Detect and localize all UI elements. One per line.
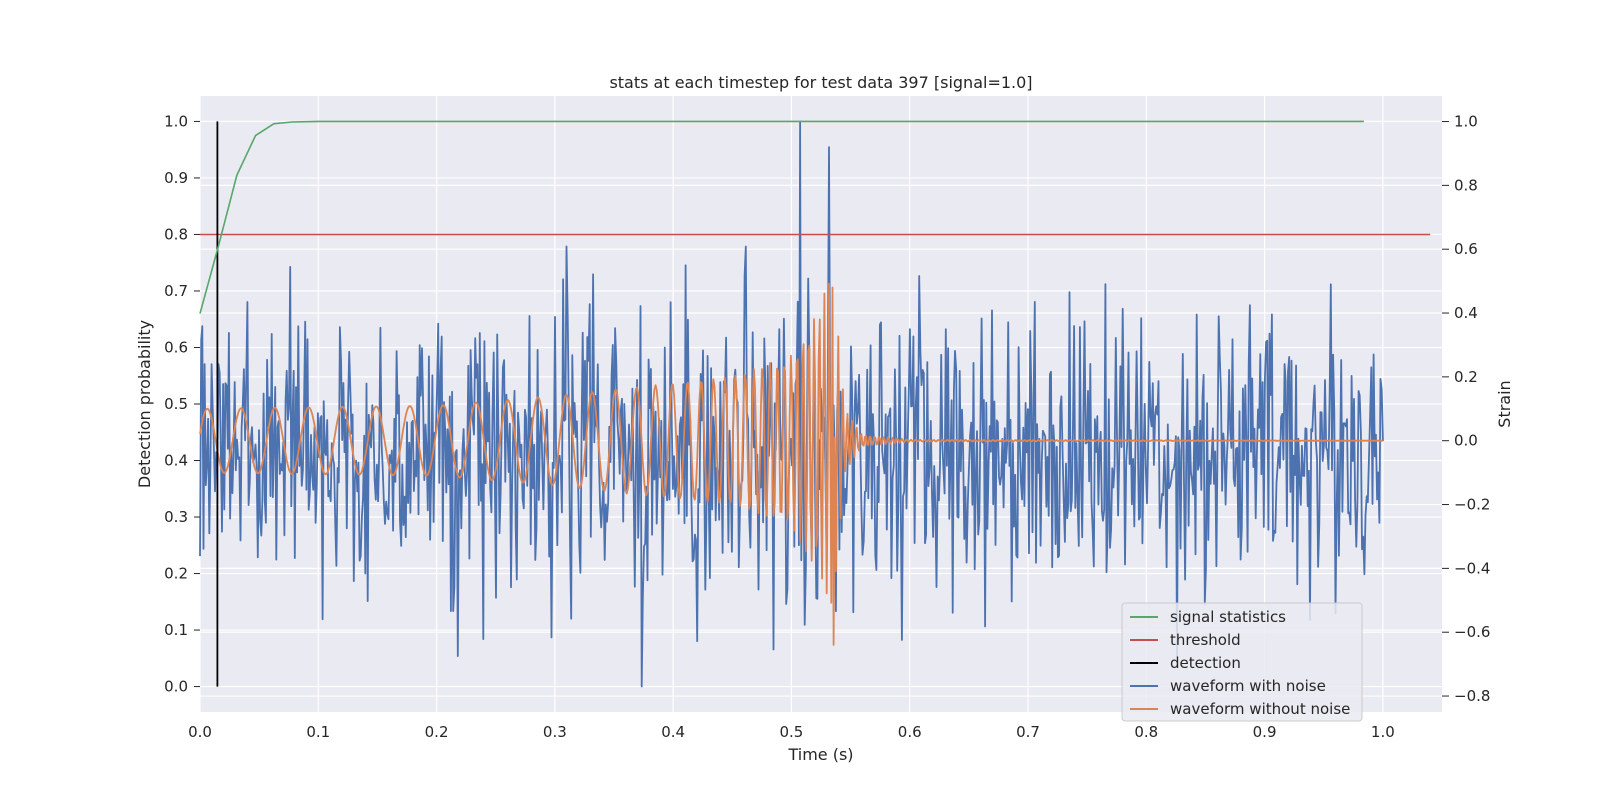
- legend-label-detection: detection: [1170, 654, 1241, 672]
- left-tick-label: 0.7: [164, 282, 188, 300]
- x-axis-label: Time (s): [787, 745, 853, 764]
- x-tick-label: 0.3: [543, 723, 567, 741]
- series-waveform-without-noise: [199, 282, 1383, 646]
- right-axis-label: Strain: [1495, 380, 1514, 427]
- legend-label-threshold: threshold: [1170, 631, 1241, 649]
- x-tick-label: 0.9: [1253, 723, 1277, 741]
- right-tick-label: 1.0: [1454, 113, 1478, 131]
- x-tick-label: 0.7: [1016, 723, 1040, 741]
- right-tick-label: −0.4: [1454, 559, 1490, 577]
- x-tick-label: 0.5: [779, 723, 803, 741]
- x-tick-label: 1.0: [1371, 723, 1395, 741]
- x-tick-label: 0.4: [661, 723, 685, 741]
- series-signal-statistics: [199, 120, 1364, 314]
- x-axis-ticks: 0.0 0.1 0.2 0.3 0.4 0.5 0.6 0.7 0.8 0.9 1.0: [188, 723, 1395, 741]
- left-tick-label: 1.0: [164, 112, 188, 130]
- right-tick-label: 0.8: [1454, 176, 1478, 194]
- right-tick-label: −0.8: [1454, 687, 1490, 705]
- series-waveform-with-noise: [199, 120, 1384, 688]
- chart-title: stats at each timestep for test data 397…: [609, 73, 1032, 92]
- left-tick-label: 0.9: [164, 169, 188, 187]
- left-tick-label: 0.2: [164, 565, 188, 583]
- right-tick-label: 0.4: [1454, 304, 1478, 322]
- right-tick-label: −0.6: [1454, 623, 1490, 641]
- x-tick-label: 0.8: [1134, 723, 1158, 741]
- right-tick-label: 0.6: [1454, 240, 1478, 258]
- legend-box: [1121, 602, 1363, 722]
- left-tick-label: 0.1: [164, 621, 188, 639]
- right-tick-label: 0.2: [1454, 368, 1478, 386]
- left-tick-label: 0.5: [164, 395, 188, 413]
- legend-label-waveform-without-noise: waveform without noise: [1170, 700, 1350, 718]
- x-tick-label: 0.1: [306, 723, 330, 741]
- left-tick-label: 0.3: [164, 508, 188, 526]
- right-axis-ticks: −0.8 −0.6 −0.4 −0.2 0.0 0.2 0.4 0.6 0.8 1.0: [1442, 113, 1490, 705]
- left-tick-label: 0.4: [164, 452, 188, 470]
- legend-label-waveform-with-noise: waveform with noise: [1170, 677, 1326, 695]
- right-tick-label: 0.0: [1454, 432, 1478, 450]
- left-tick-label: 0.6: [164, 338, 188, 356]
- legend-label-signal-statistics: signal statistics: [1170, 608, 1286, 626]
- x-tick-label: 0.6: [898, 723, 922, 741]
- x-tick-label: 0.2: [425, 723, 449, 741]
- x-tick-label: 0.0: [188, 723, 212, 741]
- left-axis-label: Detection probability: [135, 320, 154, 488]
- left-axis-ticks: 0.0 0.1 0.2 0.3 0.4 0.5 0.6 0.7 0.8 0.9 1.0: [164, 112, 200, 696]
- left-tick-label: 0.8: [164, 225, 188, 243]
- series-layer: [199, 120, 1431, 688]
- legend: signal statistics threshold detection wa…: [1121, 602, 1363, 722]
- right-tick-label: −0.2: [1454, 496, 1490, 514]
- left-tick-label: 0.0: [164, 678, 188, 696]
